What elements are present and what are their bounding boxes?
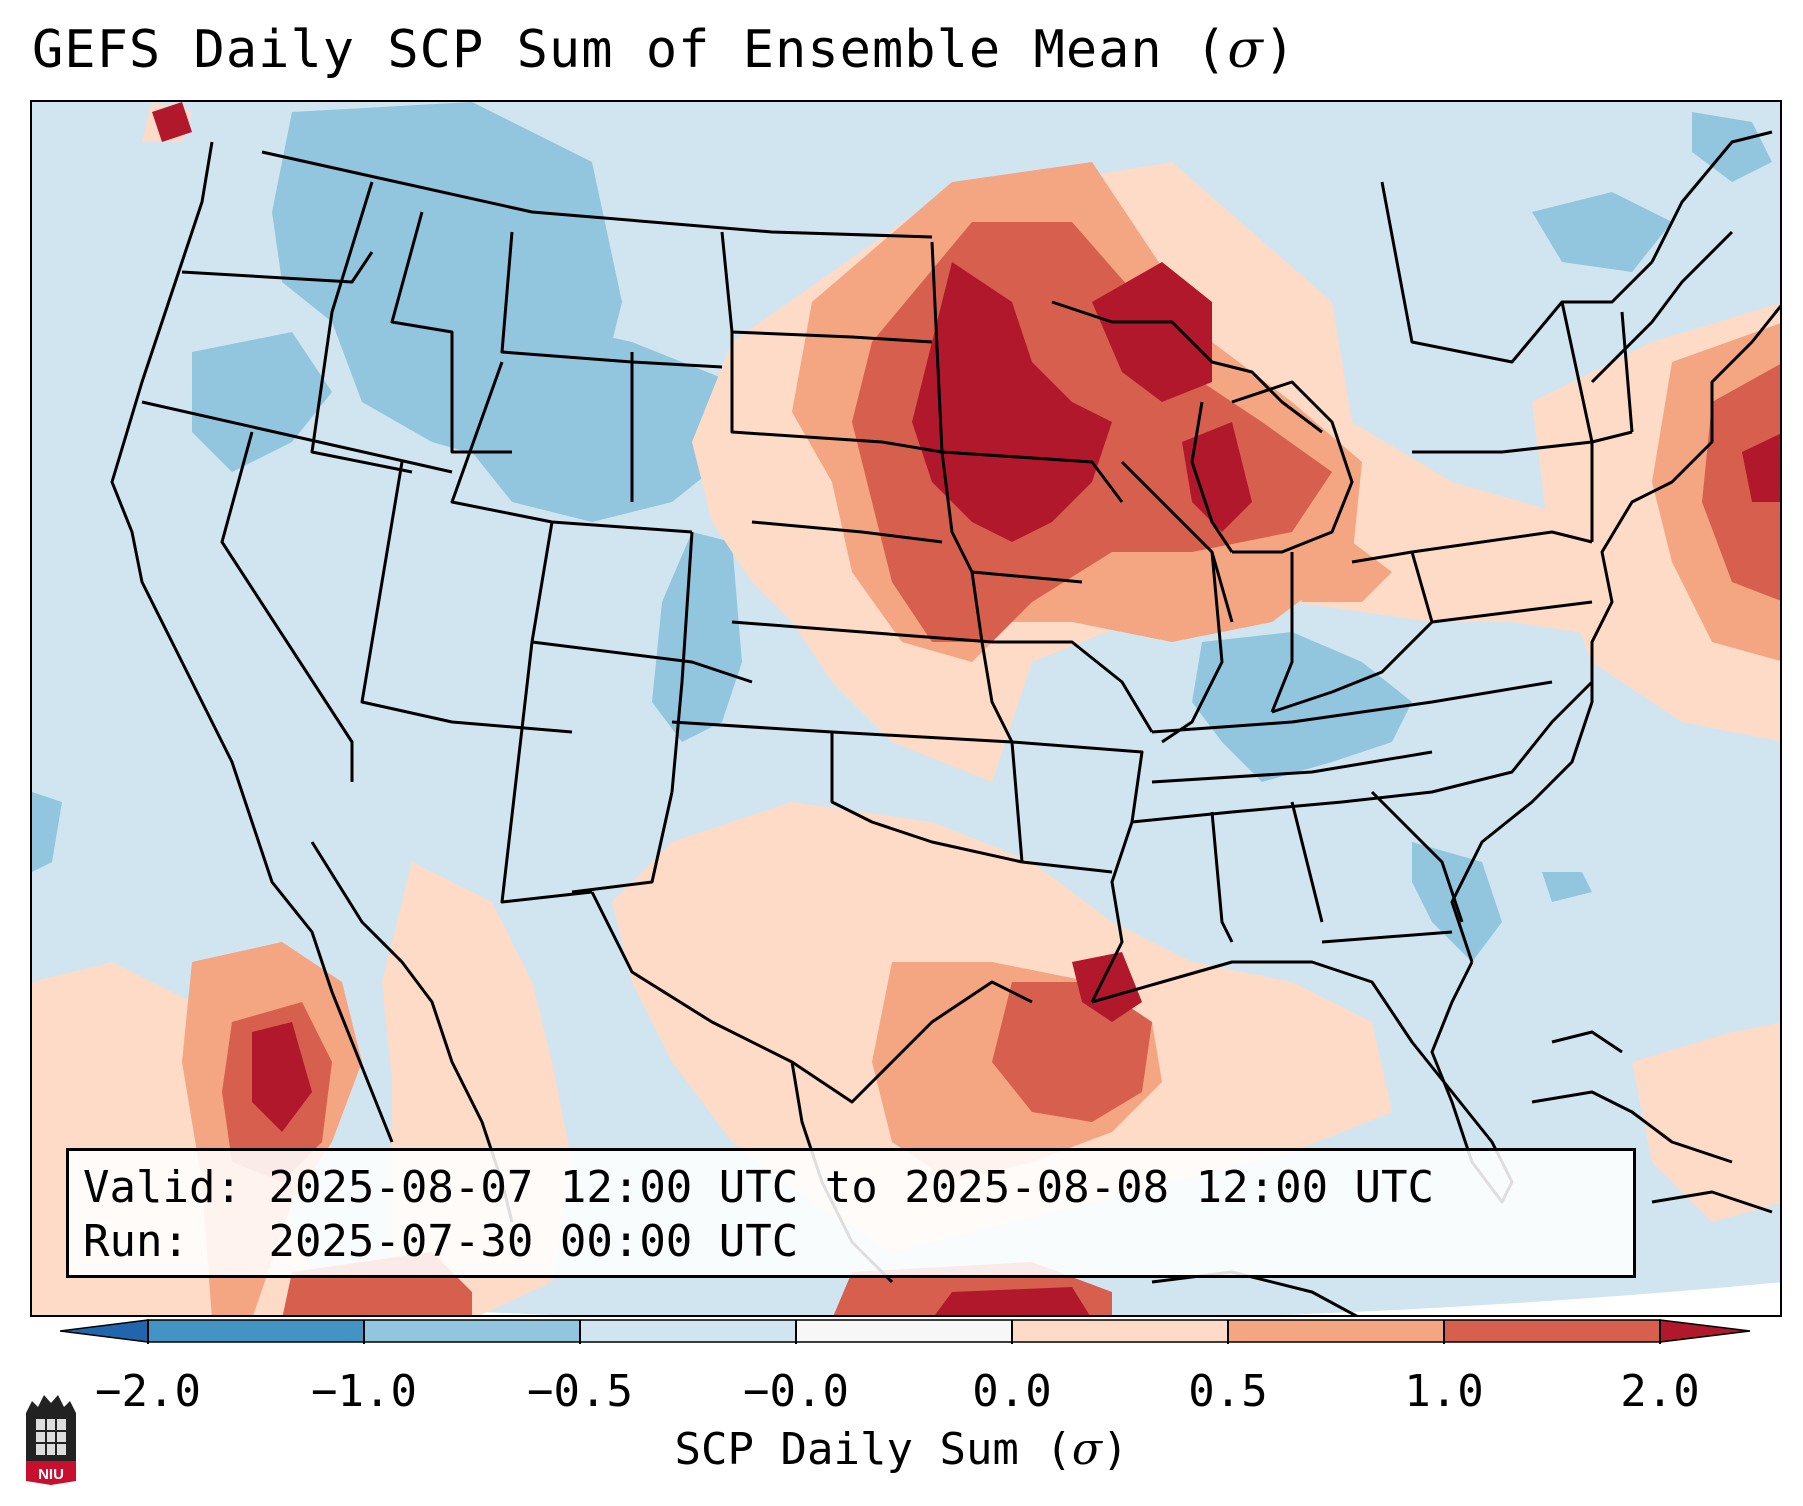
run-value: 2025-07-30 00:00 UTC (268, 1216, 799, 1267)
niu-logo: NIU (26, 1395, 76, 1485)
colorbar-tick: −1.0 (311, 1366, 417, 1417)
colorbar-tick: 1.0 (1404, 1366, 1484, 1417)
map-title: GEFS Daily SCP Sum of Ensemble Mean (σ) (32, 20, 1297, 80)
colorbar-tick: 0.5 (1188, 1366, 1268, 1417)
map-panel (30, 100, 1782, 1317)
colorbar-tick: 0.0 (972, 1366, 1052, 1417)
run-label: Run: (83, 1216, 189, 1267)
validity-info-box: Valid: 2025-08-07 12:00 UTC to 2025-08-0… (66, 1148, 1636, 1278)
anomaly-map (32, 102, 1780, 1315)
valid-label: Valid: (83, 1162, 242, 1213)
map-boundaries (110, 130, 1780, 1315)
colorbar-tick: −0.5 (527, 1366, 633, 1417)
negative-anomaly-regions (32, 102, 1772, 962)
colorbar-tick: 2.0 (1620, 1366, 1700, 1417)
positive-extreme-regions (152, 102, 1780, 1315)
valid-value: 2025-08-07 12:00 UTC to 2025-08-08 12:00… (268, 1162, 1435, 1213)
colorbar-label: SCP Daily Sum (σ) (674, 1424, 1129, 1475)
colorbar-tick: −2.0 (95, 1366, 201, 1417)
colorbar-tick: −0.0 (743, 1366, 849, 1417)
logo-text: NIU (38, 1466, 64, 1483)
colorbar (60, 1319, 1751, 1344)
